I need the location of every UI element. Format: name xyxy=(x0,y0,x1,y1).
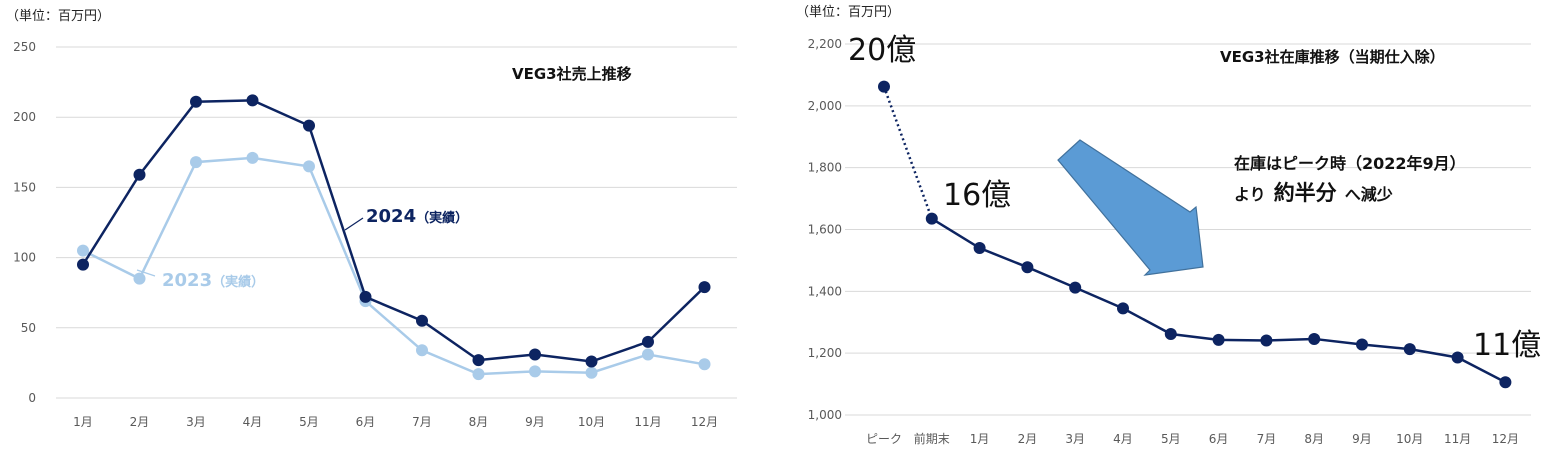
inventory-chart: （単位：百万円） 1,000 1,200 1,400 1,600 1,800 2,000 2… xyxy=(796,4,1541,446)
x-tick-label: 5月 xyxy=(299,415,319,429)
sales-chart: （単位：百万円） 0 50 100 150 200 250 1月 2月 3月 4月 5月 6月 7月 8… xyxy=(6,8,737,429)
data-point xyxy=(1212,333,1225,346)
series-line-dotted xyxy=(882,86,933,220)
x-tick-label: 7月 xyxy=(412,415,432,429)
data-point xyxy=(77,244,89,257)
label-prev-end-value: 16億 xyxy=(943,178,1011,213)
y-tick-label: 150 xyxy=(13,180,36,194)
data-point xyxy=(1403,343,1416,356)
x-tick-label: 2月 xyxy=(1018,432,1038,446)
x-tick-label: 5月 xyxy=(1161,432,1181,446)
series-line-0 xyxy=(82,156,705,376)
data-point xyxy=(878,80,890,93)
data-point xyxy=(1021,261,1034,274)
reduction-arrow-icon xyxy=(1057,139,1204,276)
data-point xyxy=(925,212,938,225)
x-tick-label: 1月 xyxy=(73,415,93,429)
x-tick-label: 10月 xyxy=(1396,432,1423,446)
y-tick-label: 2,000 xyxy=(808,99,842,113)
data-point xyxy=(303,119,315,132)
x-tick-label: 12月 xyxy=(691,415,718,429)
x-tick-label: 2月 xyxy=(130,415,150,429)
y-tick-label: 2,200 xyxy=(808,37,842,51)
y-tick-label: 50 xyxy=(21,321,36,335)
data-point xyxy=(585,355,598,368)
data-point xyxy=(77,258,89,271)
x-tick-label: 6月 xyxy=(1209,432,1229,446)
y-tick-label: 1,400 xyxy=(808,284,842,298)
legend-2023-leader xyxy=(136,269,156,277)
data-point xyxy=(642,348,654,361)
y-tick-label: 250 xyxy=(13,40,36,54)
inventory-unit-label: （単位：百万円） xyxy=(796,4,900,20)
data-point xyxy=(416,344,428,357)
note-line-1: 在庫はピーク時（2022年9月） xyxy=(1234,154,1466,173)
sales-unit-label: （単位：百万円） xyxy=(6,8,110,24)
data-point xyxy=(1308,332,1321,345)
y-tick-label: 1,600 xyxy=(808,223,842,237)
note-line-2: より 約半分 へ減少 xyxy=(1234,181,1393,205)
data-point xyxy=(190,156,202,169)
x-tick-label: 10月 xyxy=(578,415,605,429)
data-point xyxy=(585,366,598,379)
data-point xyxy=(698,281,711,294)
y-tick-label: 0 xyxy=(28,391,36,405)
legend-2024-leader xyxy=(344,217,364,231)
sales-chart-panel: （単位：百万円） 0 50 100 150 200 250 1月 2月 3月 4月 5月 6月 7月 8… xyxy=(0,0,760,454)
x-tick-label: 3月 xyxy=(186,415,206,429)
data-point xyxy=(642,335,654,348)
x-tick-label: 8月 xyxy=(469,415,489,429)
x-tick-label: 前期末 xyxy=(914,431,950,446)
data-point xyxy=(529,348,541,361)
x-tick-label: 4月 xyxy=(243,415,263,429)
data-point xyxy=(472,368,485,381)
x-tick-label: 12月 xyxy=(1492,432,1519,446)
x-tick-label: 11月 xyxy=(1444,432,1471,446)
x-tick-label: 4月 xyxy=(1113,432,1133,446)
series-line-1 xyxy=(81,99,706,363)
y-tick-label: 200 xyxy=(13,110,36,124)
series-line xyxy=(931,217,1506,384)
y-tick-label: 1,200 xyxy=(808,346,842,360)
sales-chart-title: VEG3社売上推移 xyxy=(512,65,632,83)
data-point xyxy=(1499,376,1512,389)
data-point xyxy=(1164,327,1177,340)
label-end-value: 11億 xyxy=(1473,328,1541,363)
data-point xyxy=(246,94,259,107)
x-tick-label: 1月 xyxy=(970,432,990,446)
x-tick-label: 3月 xyxy=(1065,432,1085,446)
data-point xyxy=(529,365,541,378)
data-point xyxy=(1260,334,1273,347)
x-tick-label: 9月 xyxy=(525,415,545,429)
x-tick-label: 6月 xyxy=(356,415,376,429)
legend-2024: 2024（実績） xyxy=(366,206,468,227)
data-point xyxy=(973,242,986,255)
data-point xyxy=(1117,302,1129,315)
label-peak-value: 20億 xyxy=(848,33,916,68)
x-tick-label: 8月 xyxy=(1304,432,1324,446)
y-tick-label: 1,800 xyxy=(808,161,842,175)
y-tick-label: 1,000 xyxy=(808,408,842,422)
data-point xyxy=(303,160,315,173)
x-tick-label: 11月 xyxy=(634,415,661,429)
data-point xyxy=(472,354,485,367)
data-point xyxy=(416,314,428,327)
legend-2023: 2023（実績） xyxy=(162,270,264,291)
x-tick-label: 7月 xyxy=(1257,432,1277,446)
x-tick-label: ピーク xyxy=(866,432,902,446)
data-point xyxy=(133,168,146,181)
data-point xyxy=(246,151,259,164)
inventory-chart-title: VEG3社在庫推移（当期仕入除） xyxy=(1220,48,1445,66)
data-point xyxy=(1069,281,1082,294)
data-point xyxy=(359,290,372,303)
inventory-chart-panel: （単位：百万円） 1,000 1,200 1,400 1,600 1,800 2,000 2… xyxy=(790,0,1554,454)
y-tick-label: 100 xyxy=(13,251,36,265)
data-point xyxy=(1451,351,1464,364)
data-point xyxy=(190,95,202,108)
data-point xyxy=(1356,338,1368,351)
data-point xyxy=(698,358,711,371)
x-tick-label: 9月 xyxy=(1352,432,1372,446)
data-point xyxy=(133,272,146,285)
